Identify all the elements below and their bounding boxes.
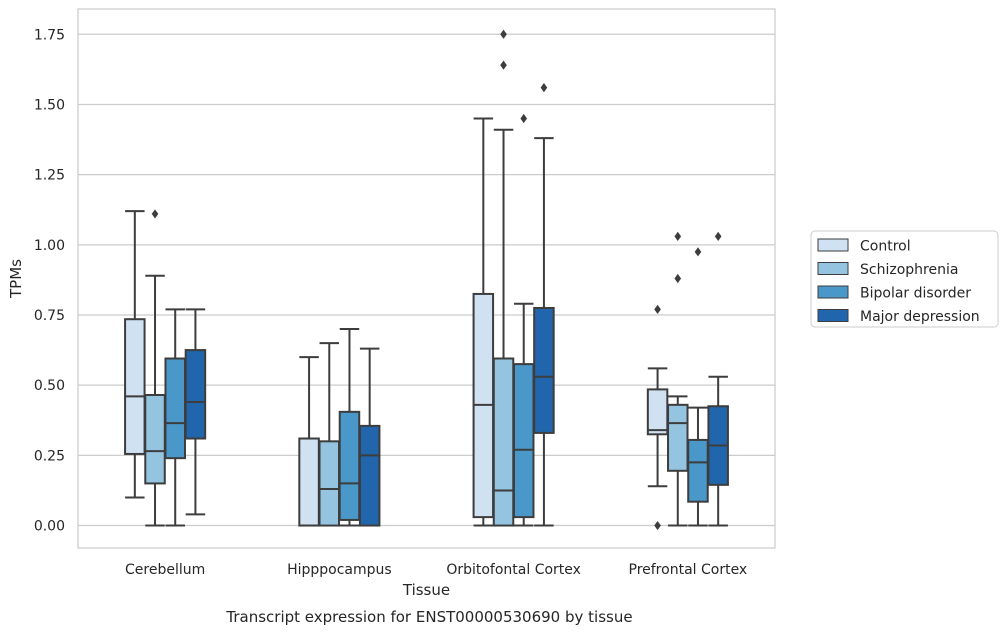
outlier-point	[500, 60, 507, 70]
plot-frame	[77, 8, 776, 549]
box-0-2	[164, 308, 186, 527]
legend-label: Control	[860, 239, 911, 255]
box-3-3	[707, 231, 729, 527]
outlier-point	[151, 209, 159, 219]
y-tick-label: 1.00	[34, 238, 65, 254]
outlier-point	[500, 29, 507, 39]
y-tick-label: 0.25	[34, 448, 65, 464]
outlier-point	[674, 231, 682, 241]
box-2-0	[472, 117, 495, 527]
legend-swatch	[817, 285, 849, 299]
box-iqr	[512, 363, 535, 519]
outlier-point	[540, 83, 548, 93]
box-1-0	[298, 356, 320, 527]
legend-swatch	[817, 309, 849, 322]
box-plot-series	[124, 29, 729, 531]
box-iqr	[318, 440, 341, 527]
box-2-1	[492, 29, 515, 527]
legend-label: Schizophrenia	[860, 262, 958, 278]
outlier-point	[654, 520, 661, 531]
y-tick-label: 1.25	[34, 168, 65, 184]
box-iqr	[338, 410, 361, 521]
x-axis-label: Tissue	[402, 581, 450, 599]
box-2-3	[533, 83, 555, 527]
box-iqr	[298, 437, 320, 527]
outlier-point	[654, 304, 661, 314]
box-iqr	[358, 424, 381, 527]
box-0-1	[144, 209, 166, 527]
legend: Control Schizophrenia Bipolar disorder Majo…	[810, 230, 999, 328]
box-iqr	[144, 394, 166, 485]
box-0-3	[184, 308, 207, 516]
legend-swatch	[817, 238, 849, 252]
box-1-1	[318, 342, 341, 527]
y-tick-labels: 0.00 0.25 0.50 0.75 1.00 1.25 1.50 1.75	[34, 27, 65, 534]
box-3-1	[667, 231, 689, 527]
box-1-3	[358, 347, 381, 527]
box-3-0	[646, 304, 669, 531]
box-iqr	[492, 357, 515, 527]
y-axis-label: TPMs	[7, 259, 25, 299]
box-iqr	[184, 349, 207, 440]
box-1-2	[338, 328, 361, 527]
y-tick-label: 1.50	[34, 97, 65, 113]
y-tick-label: 0.75	[34, 308, 65, 324]
x-tick-label: Orbitofontal Cortex	[446, 562, 581, 578]
outlier-point	[674, 273, 682, 284]
legend-swatch	[817, 262, 849, 275]
box-iqr	[687, 438, 709, 503]
legend-frame	[810, 230, 999, 328]
x-tick-label: Prefrontal Cortex	[629, 562, 748, 578]
x-tick-labels: Cerebellum Hipppocampus Orbitofontal Corte…	[125, 562, 747, 578]
x-tick-label: Cerebellum	[125, 562, 205, 578]
x-tick-label: Hipppocampus	[287, 562, 392, 578]
box-3-2	[687, 247, 709, 527]
box-iqr	[164, 357, 186, 460]
box-iqr	[646, 388, 669, 436]
box-iqr	[533, 306, 555, 434]
y-tick-label: 1.75	[34, 27, 65, 43]
outlier-point	[694, 247, 702, 257]
y-tick-label: 0.00	[34, 519, 65, 535]
box-iqr	[667, 403, 689, 472]
legend-label: Major depression	[860, 309, 980, 325]
outlier-point	[520, 113, 528, 124]
box-0-0	[124, 210, 146, 499]
box-2-2	[512, 113, 535, 527]
y-tick-label: 0.50	[34, 378, 65, 394]
outlier-point	[714, 231, 722, 241]
figure-caption: Transcript expression for ENST0000053069…	[225, 608, 632, 626]
legend-label: Bipolar disorder	[860, 286, 971, 302]
box-iqr	[124, 318, 146, 455]
